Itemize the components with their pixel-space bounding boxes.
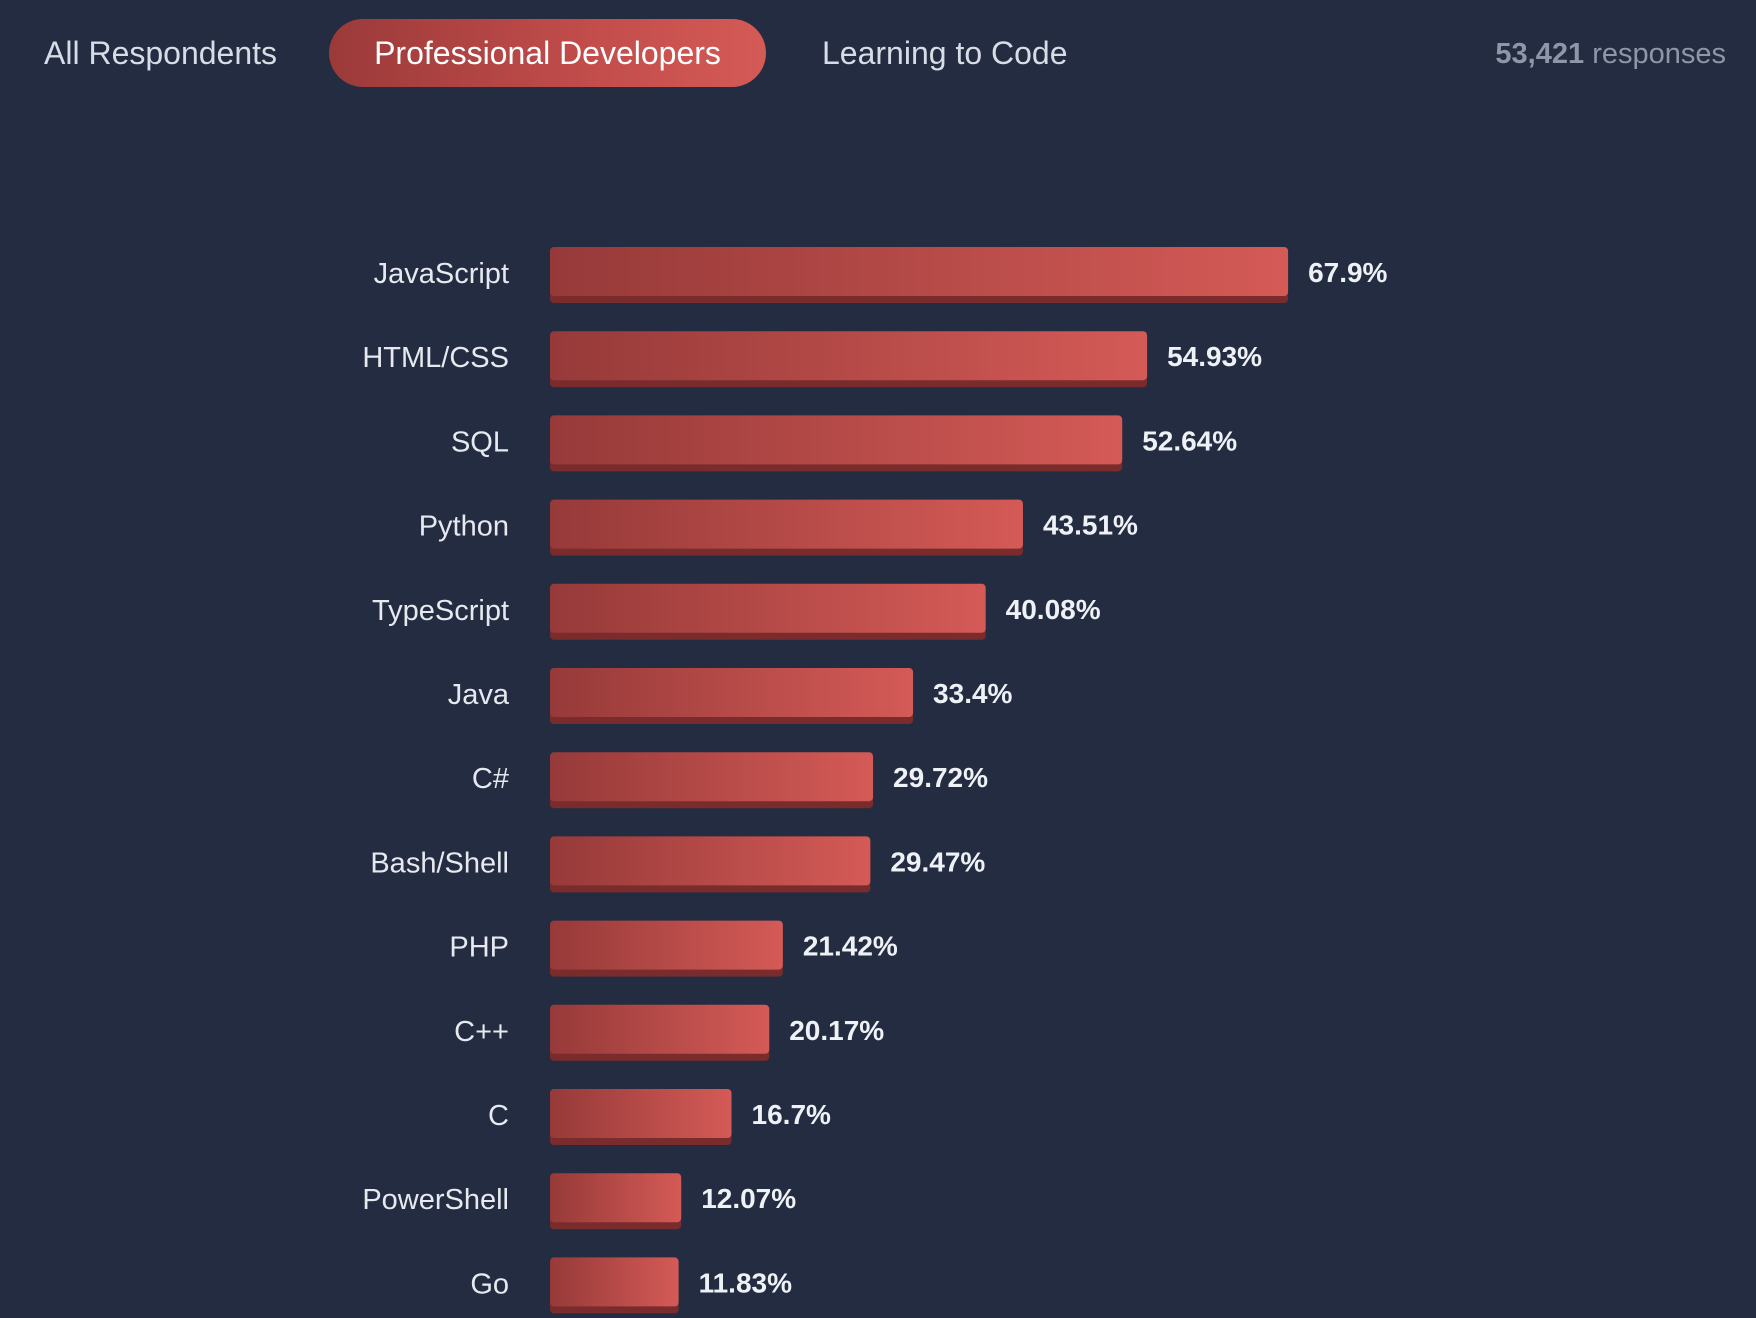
value-label: 21.42% bbox=[803, 931, 898, 962]
category-label: HTML/CSS bbox=[362, 342, 509, 374]
value-label: 11.83% bbox=[699, 1267, 793, 1298]
value-label: 40.08% bbox=[1006, 594, 1101, 625]
category-label: Python bbox=[419, 511, 509, 543]
value-label: 29.72% bbox=[893, 762, 988, 793]
bar-html-css[interactable] bbox=[550, 331, 1148, 381]
bar-java[interactable] bbox=[550, 668, 914, 717]
value-label: 12.07% bbox=[701, 1183, 796, 1214]
bar-bash-shell[interactable] bbox=[550, 836, 871, 886]
bar-c[interactable] bbox=[550, 1089, 732, 1138]
category-label: C++ bbox=[454, 1016, 509, 1048]
category-label: JavaScript bbox=[374, 258, 509, 290]
value-label: 43.51% bbox=[1043, 510, 1138, 541]
tab-learning-to-code[interactable]: Learning to Code bbox=[822, 35, 1068, 71]
value-label: 54.93% bbox=[1167, 341, 1262, 372]
tab-professional-developers[interactable]: Professional Developers bbox=[329, 19, 766, 87]
response-count: 53,421 responses bbox=[1495, 38, 1726, 71]
category-label: Bash/Shell bbox=[370, 847, 509, 879]
bar-c-[interactable] bbox=[550, 1004, 770, 1054]
tab-all-respondents[interactable]: All Respondents bbox=[44, 35, 278, 71]
value-label: 20.17% bbox=[789, 1015, 884, 1046]
category-label: TypeScript bbox=[372, 595, 509, 627]
bar-python[interactable] bbox=[550, 499, 1023, 549]
bar-php[interactable] bbox=[550, 920, 783, 970]
category-label: Go bbox=[470, 1268, 509, 1300]
filter-bar: All Respondents Professional Developers … bbox=[0, 0, 1756, 110]
bar-c-[interactable] bbox=[550, 752, 874, 802]
category-label: PowerShell bbox=[362, 1184, 509, 1216]
category-label: PHP bbox=[449, 932, 509, 964]
category-label: SQL bbox=[451, 426, 509, 458]
response-count-value: 53,421 bbox=[1495, 38, 1585, 70]
bar-javascript[interactable] bbox=[550, 247, 1289, 296]
response-count-label: responses bbox=[1592, 38, 1726, 70]
category-label: C# bbox=[472, 763, 509, 795]
bar-sql[interactable] bbox=[550, 415, 1123, 465]
value-label: 33.4% bbox=[933, 678, 1012, 709]
bar-typescript[interactable] bbox=[550, 583, 986, 633]
category-label: Java bbox=[448, 679, 510, 711]
bars-group: JavaScript 67.9% HTML/CSS 54.93% SQL 52.64% Py… bbox=[362, 247, 1388, 1314]
value-label: 29.47% bbox=[890, 846, 985, 877]
value-label: 67.9% bbox=[1308, 257, 1387, 288]
bar-go[interactable] bbox=[550, 1257, 679, 1307]
bar-powershell[interactable] bbox=[550, 1173, 682, 1223]
category-label: C bbox=[488, 1100, 509, 1132]
value-label: 16.7% bbox=[752, 1099, 831, 1130]
value-label: 52.64% bbox=[1142, 425, 1237, 456]
